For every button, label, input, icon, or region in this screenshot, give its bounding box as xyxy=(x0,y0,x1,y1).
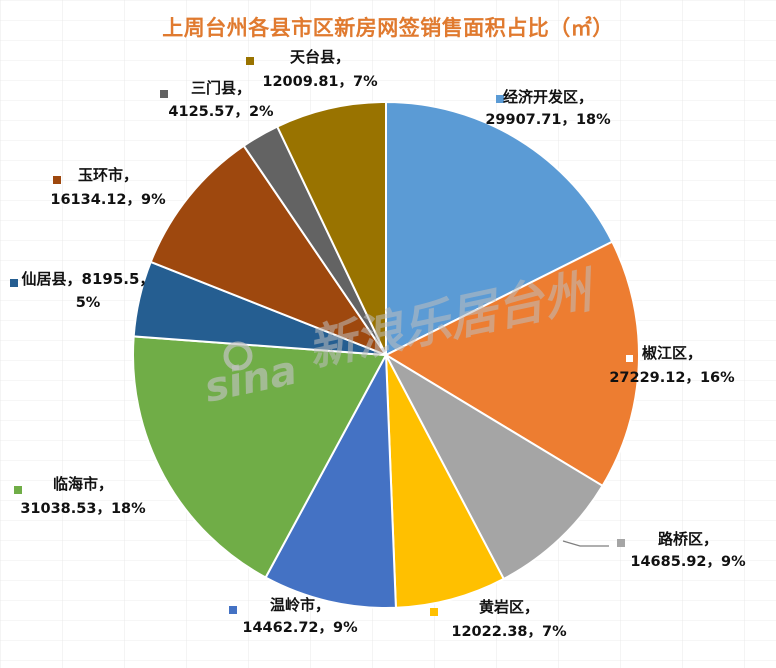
leader-lines-layer xyxy=(562,540,609,547)
legend-marker-7 xyxy=(10,279,18,287)
pie-slice-2 xyxy=(383,240,640,488)
slice-label-name-10: 天台县， xyxy=(290,48,350,66)
slice-label-value-5: 14462.72，9% xyxy=(242,620,358,636)
leader-line-luqiao xyxy=(562,540,609,547)
legend-marker-8 xyxy=(53,176,61,184)
legend-marker-4 xyxy=(430,608,438,616)
slice-label-value-10: 12009.81，7% xyxy=(262,74,378,90)
pie-slice-1 xyxy=(385,100,614,357)
pie-slice-3 xyxy=(383,352,604,581)
pie-slices-layer xyxy=(132,100,640,609)
slice-label-name-9: 三门县， xyxy=(191,79,251,97)
legend-marker-1 xyxy=(496,95,504,103)
slice-label-name-8: 玉环市， xyxy=(78,166,138,184)
legend-marker-2 xyxy=(624,353,635,364)
slice-label-value-7: 5% xyxy=(76,295,101,311)
slice-label-value-1: 29907.71，18% xyxy=(485,112,611,128)
slice-label-name-4: 黄岩区， xyxy=(479,598,539,616)
slice-label-name-5: 温岭市， xyxy=(270,596,330,614)
slice-label-name-1: 经济开发区， xyxy=(503,88,593,106)
slice-label-value-8: 16134.12，9% xyxy=(50,192,166,208)
pie-slice-5 xyxy=(264,351,397,609)
slice-label-name-2: 椒江区， xyxy=(642,344,702,362)
slice-label-value-9: 4125.57，2% xyxy=(168,104,274,120)
slice-label-value-3: 14685.92，9% xyxy=(630,554,746,570)
watermark-eye-icon xyxy=(223,341,253,371)
legend-marker-6 xyxy=(14,486,22,494)
slice-label-value-4: 12022.38，7% xyxy=(451,624,567,640)
slice-label-name-6: 临海市， xyxy=(53,475,113,493)
pie-slice-8 xyxy=(149,144,389,358)
legend-marker-5 xyxy=(229,606,237,614)
data-labels-layer: 经济开发区， 29907.71，18% 椒江区， 27229.12，16% 路桥区， 14… xyxy=(10,48,746,640)
slice-label-name-3: 路桥区， xyxy=(658,530,718,548)
slice-label-value-6: 31038.53，18% xyxy=(20,501,146,517)
legend-marker-9 xyxy=(160,90,168,98)
pie-slice-6 xyxy=(132,335,388,579)
legend-marker-10 xyxy=(246,57,254,65)
pie-slice-10 xyxy=(275,100,387,356)
slice-label-name-7: 仙居县，8195.5， xyxy=(22,270,155,288)
chart-title: 上周台州各县市区新房网签销售面积占比（㎡） xyxy=(162,16,614,40)
slice-label-value-2: 27229.12，16% xyxy=(609,370,735,386)
pie-slice-4 xyxy=(385,354,506,609)
legend-marker-3 xyxy=(617,539,625,547)
